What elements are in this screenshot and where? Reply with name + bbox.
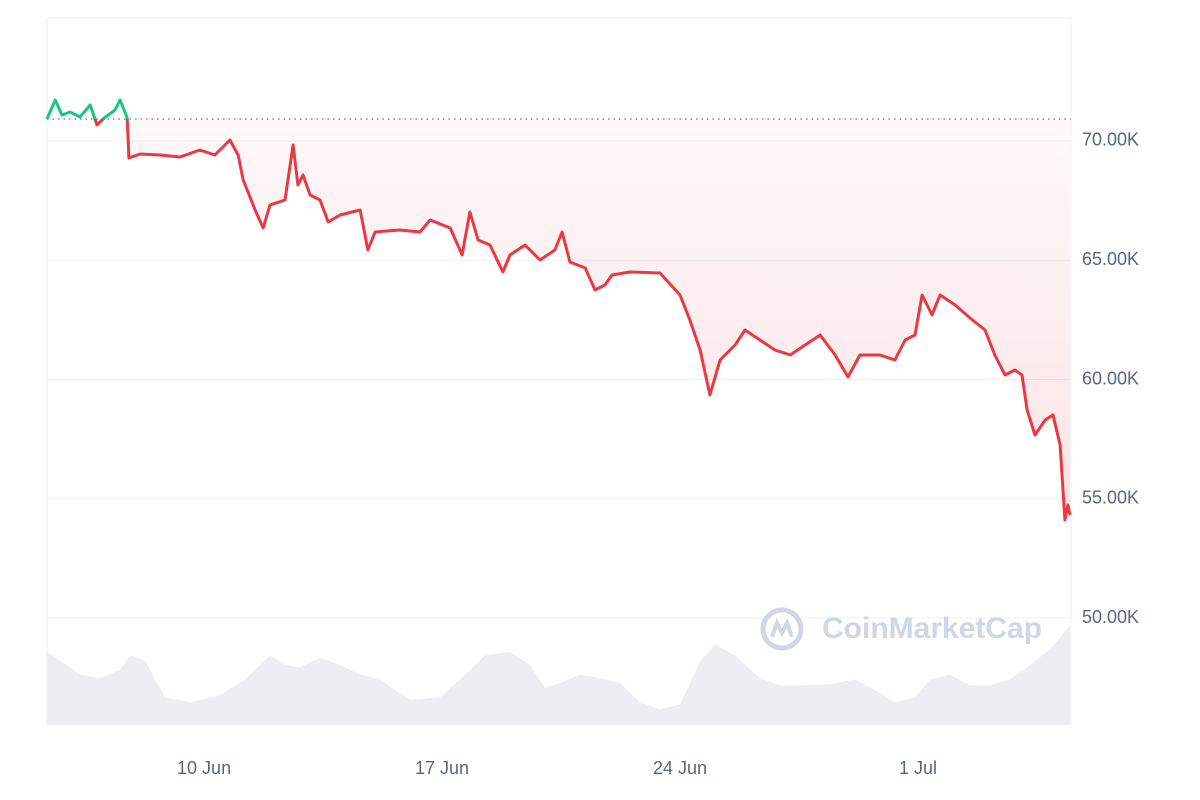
grid (47, 140, 1071, 619)
volume-area (47, 625, 1070, 725)
y-tick-label: 65.00K (1082, 249, 1139, 269)
y-tick-label: 60.00K (1082, 368, 1139, 388)
watermark: CoinMarketCap (822, 612, 1042, 645)
y-tick-label: 70.00K (1082, 130, 1139, 150)
price (45, 98, 1072, 522)
y-tick-label: 50.00K (1082, 607, 1139, 627)
area-fill (47, 119, 1070, 520)
volume (47, 625, 1070, 725)
x-tick-label: 17 Jun (415, 758, 469, 778)
x-tick-label: 1 Jul (899, 758, 937, 778)
watermark-logo (760, 607, 804, 651)
y-tick-label: 55.00K (1082, 488, 1139, 508)
x-tick-label: 10 Jun (177, 758, 231, 778)
axes: 50.00K 55.00K 60.00K 65.00K 70.00K 10 Jun 17 J… (177, 130, 1139, 778)
x-tick-label: 24 Jun (653, 758, 707, 778)
price-line (45, 98, 1072, 522)
